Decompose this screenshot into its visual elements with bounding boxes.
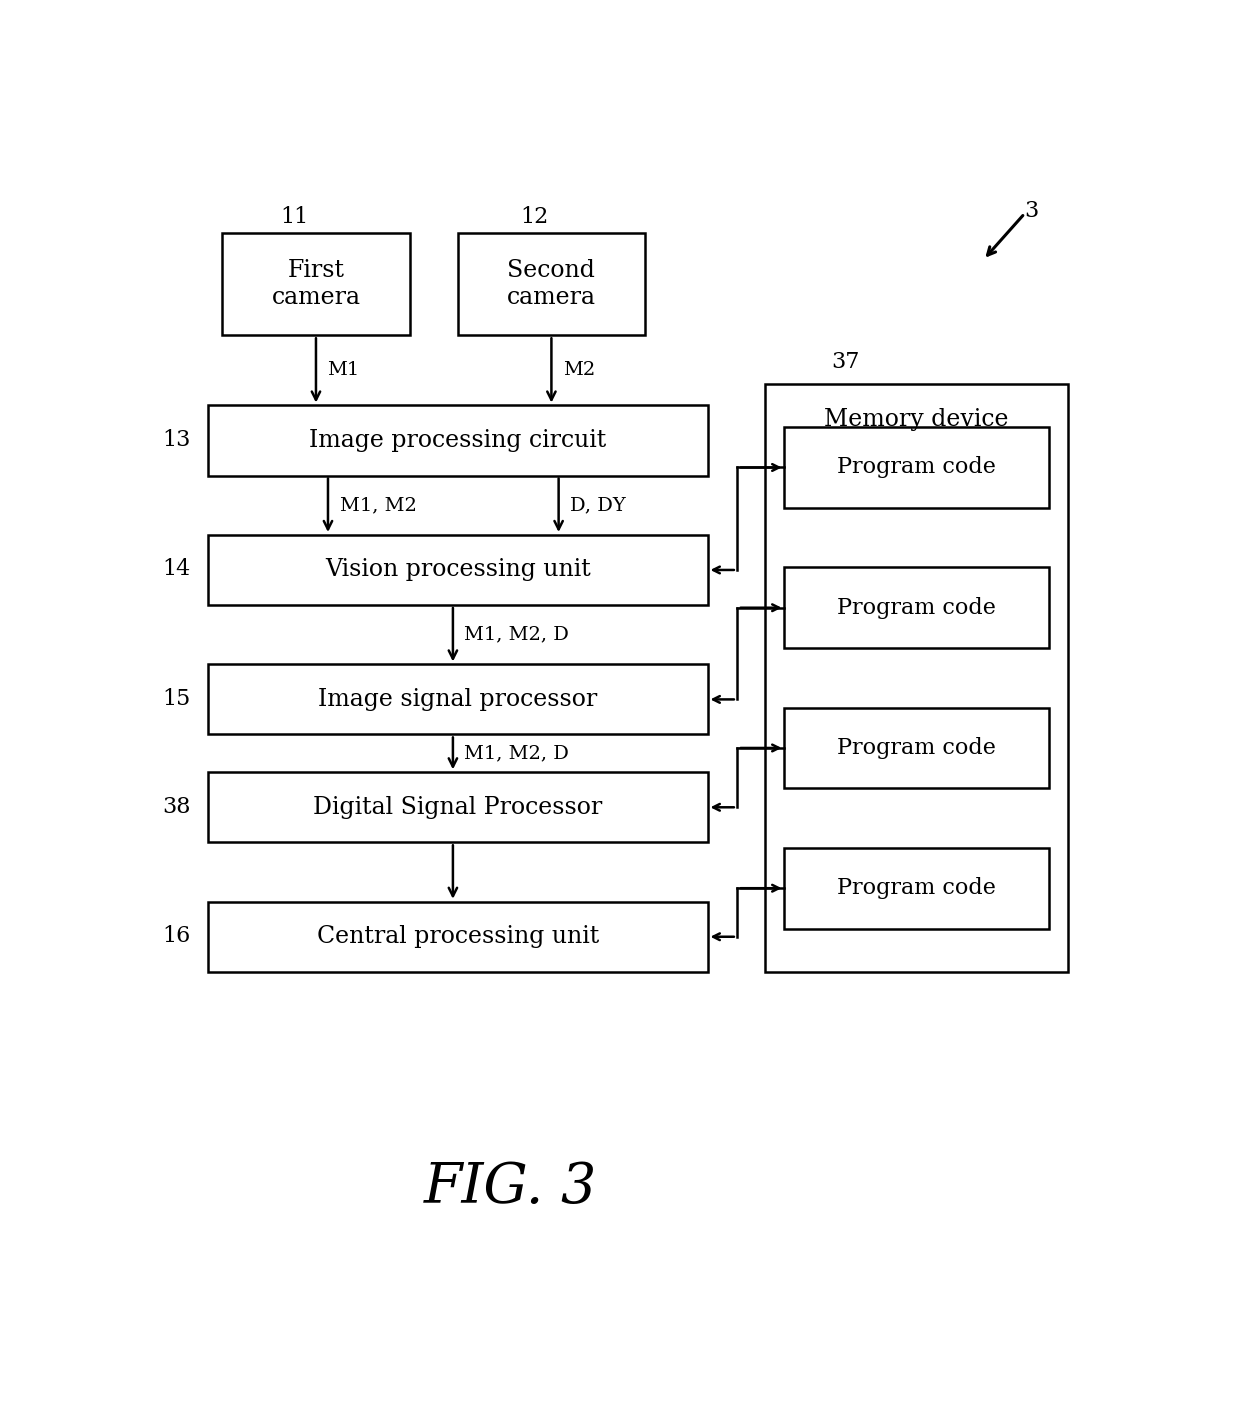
FancyBboxPatch shape — [208, 772, 708, 842]
Text: 15: 15 — [162, 688, 190, 710]
Text: M1, M2, D: M1, M2, D — [465, 626, 569, 643]
FancyBboxPatch shape — [785, 708, 1049, 789]
FancyBboxPatch shape — [208, 405, 708, 475]
Text: 11: 11 — [280, 206, 309, 228]
Text: M1, M2: M1, M2 — [340, 496, 417, 514]
FancyBboxPatch shape — [458, 233, 645, 335]
Text: Vision processing unit: Vision processing unit — [325, 559, 590, 581]
Text: Second
camera: Second camera — [507, 259, 596, 308]
Text: First
camera: First camera — [272, 259, 361, 308]
Text: 14: 14 — [162, 559, 190, 580]
Text: Memory device: Memory device — [825, 408, 1009, 432]
FancyBboxPatch shape — [785, 848, 1049, 929]
Text: Program code: Program code — [837, 737, 996, 759]
Text: M1: M1 — [327, 361, 360, 380]
Text: Image processing circuit: Image processing circuit — [309, 429, 606, 453]
Text: 38: 38 — [162, 796, 191, 818]
Text: 12: 12 — [521, 206, 549, 228]
FancyBboxPatch shape — [208, 664, 708, 734]
Text: D, DY: D, DY — [570, 496, 626, 514]
Text: 37: 37 — [831, 352, 859, 373]
Text: 13: 13 — [162, 429, 190, 451]
FancyBboxPatch shape — [765, 384, 1068, 972]
Text: Image signal processor: Image signal processor — [319, 688, 598, 710]
Text: 16: 16 — [162, 925, 190, 947]
Text: M1, M2, D: M1, M2, D — [465, 744, 569, 762]
Text: Program code: Program code — [837, 597, 996, 619]
FancyBboxPatch shape — [222, 233, 409, 335]
FancyBboxPatch shape — [785, 427, 1049, 509]
Text: 3: 3 — [1024, 200, 1039, 223]
FancyBboxPatch shape — [208, 535, 708, 605]
Text: Program code: Program code — [837, 877, 996, 899]
Text: Program code: Program code — [837, 457, 996, 479]
Text: FIG. 3: FIG. 3 — [424, 1160, 598, 1215]
Text: Digital Signal Processor: Digital Signal Processor — [312, 796, 603, 818]
Text: Central processing unit: Central processing unit — [316, 925, 599, 948]
FancyBboxPatch shape — [208, 902, 708, 972]
FancyBboxPatch shape — [785, 567, 1049, 649]
Text: M2: M2 — [563, 361, 595, 380]
